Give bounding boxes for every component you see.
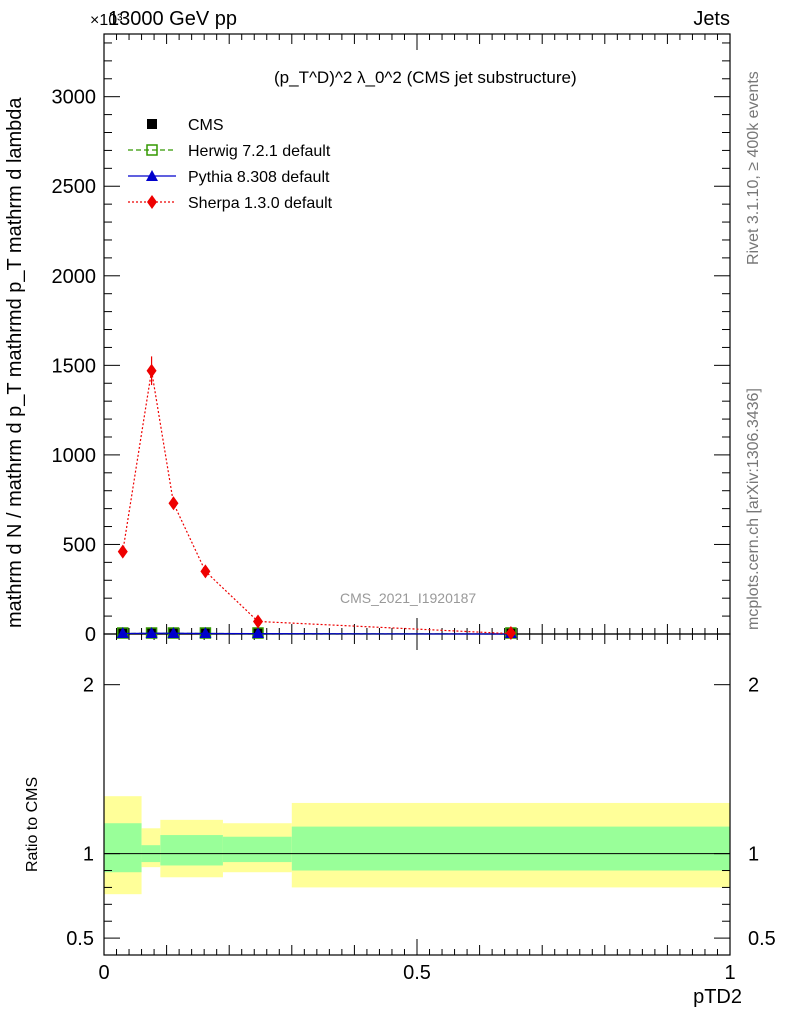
legend-label-1: Herwig 7.2.1 default [188,143,331,160]
series-point-2 [199,627,212,638]
series-line-3 [122,370,511,635]
ratio-inner-band-4 [291,826,730,871]
series-point-3 [505,626,516,640]
main-ytick-label: 500 [63,534,96,556]
series-point-3 [168,496,179,511]
legend-marker-0 [147,119,157,129]
main-ytick-label: 0 [85,624,96,646]
x-axis-label: pTD2 [693,986,742,1008]
ratio-ytick-label-right: 0.5 [748,928,776,950]
legend-marker-2 [146,170,158,181]
series-point-2 [145,627,158,638]
series-point-3 [200,564,211,579]
analysis-watermark: CMS_2021_I1920187 [340,590,477,606]
series-point-2 [167,627,180,638]
series-line-2 [122,632,511,635]
ratio-xtick-label: 1 [724,962,735,984]
main-ytick-label: 1500 [52,355,97,377]
ratio-plot-frame [103,633,731,956]
main-y-axis-label: mathrm d N / mathrm d p_T mathrmd p_T ma… [4,97,26,628]
ratio-inner-band-3 [222,836,292,863]
ratio-ytick-label-left: 0.5 [66,928,94,950]
main-ytick-label: 1000 [52,445,97,467]
series-point-2 [116,627,129,638]
legend-marker-1 [146,144,158,156]
ratio-ytick-label-left: 2 [83,675,94,697]
ratio-inner-band-2 [160,835,223,866]
ratio-ytick-label-right: 1 [748,844,759,866]
energy-label: 13000 GeV pp [108,8,237,30]
process-label: Jets [693,8,730,30]
series-point-3 [252,614,263,629]
ratio-ytick-label-left: 1 [83,844,94,866]
legend-label-3: Sherpa 1.3.0 default [188,195,333,212]
ratio-ytick-label-right: 2 [748,675,759,697]
main-ytick-label: 3000 [52,87,97,109]
legend-label-2: Pythia 8.308 default [188,169,330,186]
main-ytick-label: 2000 [52,266,97,288]
ratio-y-axis-label: Ratio to CMS [24,776,41,872]
legend-label-0: CMS [188,117,224,134]
y-exponent-label: ×10³ [90,12,123,29]
plot-title: (p_T^D)^2 λ_0^2 (CMS jet substructure) [274,68,577,87]
ratio-inner-band-0 [104,823,142,873]
series-point-2 [251,627,264,638]
series-point-3 [146,363,157,378]
ratio-xtick-label: 0 [98,962,109,984]
main-ytick-label: 2500 [52,176,97,198]
ratio-xtick-label: 0.5 [403,962,431,984]
series-point-3 [117,544,128,559]
mcplots-label: mcplots.cern.ch [arXiv:1306.3436] [745,388,762,630]
rivet-version-label: Rivet 3.1.10, ≥ 400k events [745,71,762,265]
legend-marker-3 [147,195,157,209]
